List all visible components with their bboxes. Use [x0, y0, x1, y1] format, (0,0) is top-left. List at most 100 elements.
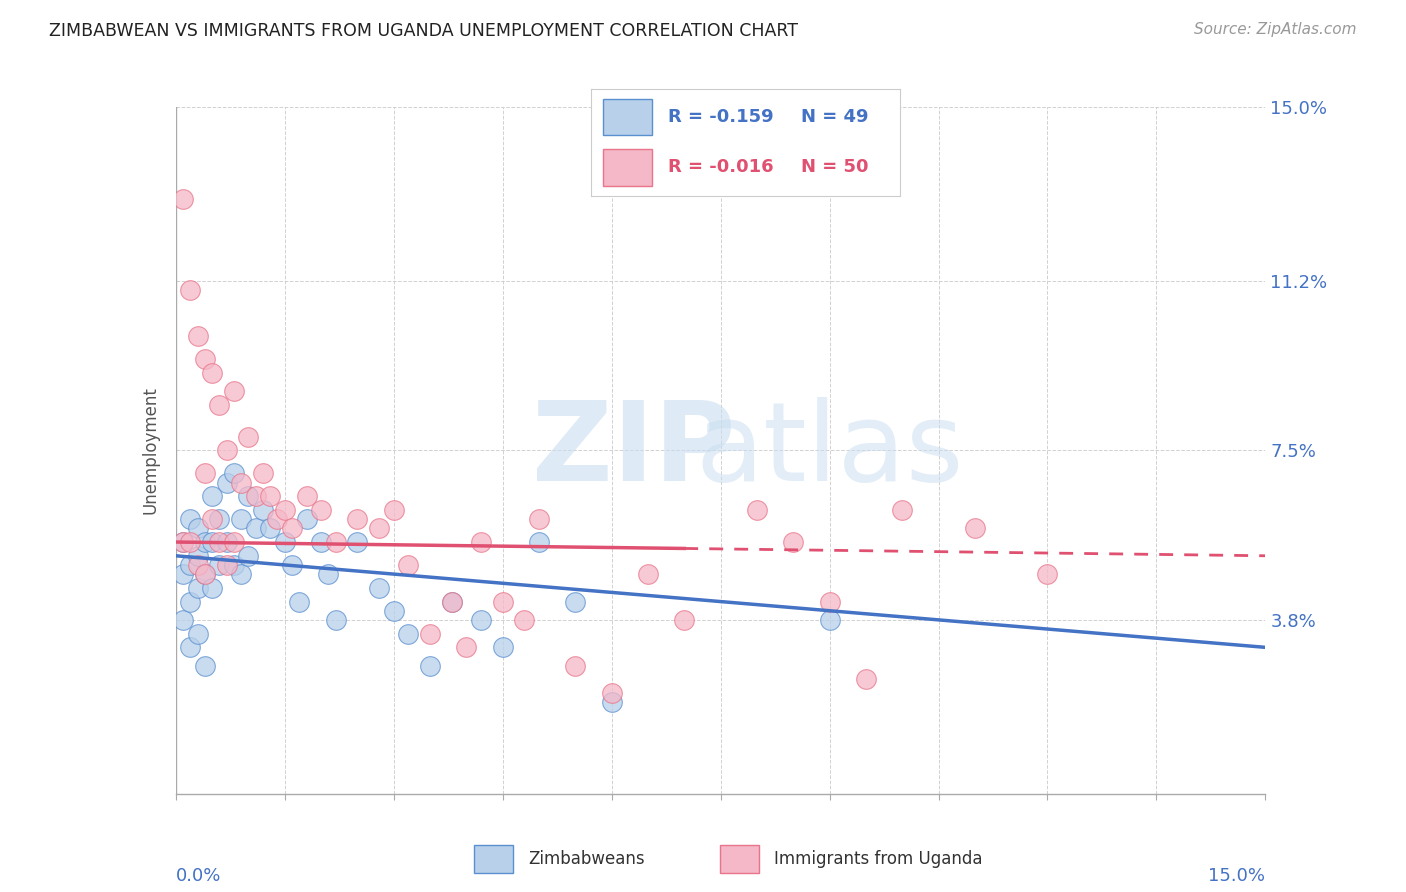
- Point: [231, 512, 253, 526]
- Point: [208, 398, 231, 412]
- Point: [194, 467, 217, 481]
- Point: [1036, 567, 1059, 582]
- Point: [245, 489, 267, 503]
- Point: [382, 604, 405, 618]
- Bar: [720, 845, 759, 872]
- Point: [186, 626, 209, 640]
- Point: [194, 567, 217, 582]
- Point: [368, 521, 391, 535]
- Point: [172, 535, 194, 549]
- Point: [673, 613, 696, 627]
- Point: [470, 613, 492, 627]
- Point: [252, 467, 274, 481]
- Point: [309, 535, 332, 549]
- Point: [600, 686, 623, 700]
- Point: [179, 640, 201, 655]
- Point: [245, 521, 267, 535]
- Text: 0.0%: 0.0%: [176, 867, 221, 885]
- Text: atlas: atlas: [696, 397, 963, 504]
- Point: [179, 512, 201, 526]
- Point: [346, 535, 368, 549]
- Point: [600, 695, 623, 709]
- Point: [194, 567, 217, 582]
- Point: [194, 535, 217, 549]
- Point: [782, 535, 804, 549]
- Point: [440, 594, 463, 608]
- Point: [396, 626, 419, 640]
- Point: [238, 549, 260, 563]
- Point: [456, 640, 478, 655]
- Text: Zimbabweans: Zimbabweans: [529, 849, 644, 868]
- Point: [325, 535, 347, 549]
- Point: [172, 535, 194, 549]
- Point: [238, 489, 260, 503]
- Point: [179, 283, 201, 297]
- Point: [186, 558, 209, 572]
- Point: [274, 503, 297, 517]
- Point: [179, 535, 201, 549]
- Point: [527, 512, 550, 526]
- Point: [855, 673, 877, 687]
- Point: [222, 535, 245, 549]
- Point: [222, 467, 245, 481]
- Point: [201, 535, 224, 549]
- Point: [745, 503, 768, 517]
- Point: [346, 512, 368, 526]
- Point: [963, 521, 986, 535]
- Point: [172, 613, 194, 627]
- Point: [259, 521, 281, 535]
- Point: [295, 489, 318, 503]
- Point: [179, 558, 201, 572]
- Point: [179, 594, 201, 608]
- Point: [281, 521, 304, 535]
- Point: [295, 512, 318, 526]
- Point: [288, 594, 311, 608]
- Bar: [603, 99, 652, 136]
- Bar: [603, 149, 652, 186]
- Point: [309, 503, 332, 517]
- Point: [419, 626, 441, 640]
- Point: [215, 443, 238, 458]
- Point: [891, 503, 914, 517]
- Point: [238, 430, 260, 444]
- Point: [201, 489, 224, 503]
- Point: [564, 658, 586, 673]
- Text: Immigrants from Uganda: Immigrants from Uganda: [773, 849, 983, 868]
- Point: [201, 512, 224, 526]
- Point: [222, 558, 245, 572]
- Text: R = -0.016: R = -0.016: [668, 159, 773, 177]
- Point: [492, 594, 515, 608]
- Text: R = -0.159: R = -0.159: [668, 108, 773, 126]
- Point: [222, 384, 245, 398]
- Point: [470, 535, 492, 549]
- Point: [201, 581, 224, 595]
- Point: [266, 512, 288, 526]
- Point: [368, 581, 391, 595]
- Point: [564, 594, 586, 608]
- Text: ZIMBABWEAN VS IMMIGRANTS FROM UGANDA UNEMPLOYMENT CORRELATION CHART: ZIMBABWEAN VS IMMIGRANTS FROM UGANDA UNE…: [49, 22, 799, 40]
- Point: [186, 549, 209, 563]
- Point: [201, 366, 224, 380]
- Text: N = 50: N = 50: [801, 159, 869, 177]
- Point: [396, 558, 419, 572]
- Point: [527, 535, 550, 549]
- Bar: [474, 845, 513, 872]
- Point: [382, 503, 405, 517]
- Point: [215, 535, 238, 549]
- Point: [215, 475, 238, 490]
- Text: Source: ZipAtlas.com: Source: ZipAtlas.com: [1194, 22, 1357, 37]
- Point: [259, 489, 281, 503]
- Point: [172, 567, 194, 582]
- Point: [194, 351, 217, 366]
- Text: 15.0%: 15.0%: [1208, 867, 1265, 885]
- Point: [252, 503, 274, 517]
- Point: [208, 558, 231, 572]
- Point: [208, 512, 231, 526]
- Point: [440, 594, 463, 608]
- Point: [172, 192, 194, 206]
- Point: [231, 475, 253, 490]
- Point: [637, 567, 659, 582]
- Y-axis label: Unemployment: Unemployment: [142, 386, 160, 515]
- Point: [208, 535, 231, 549]
- Point: [186, 329, 209, 343]
